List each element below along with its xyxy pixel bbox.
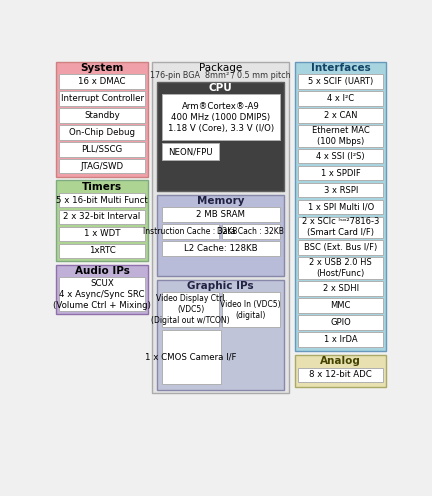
Text: Package: Package bbox=[199, 63, 242, 73]
Text: PLL/SSCG: PLL/SSCG bbox=[81, 145, 123, 154]
Text: 2 x USB 2.0 HS
(Host/Func): 2 x USB 2.0 HS (Host/Func) bbox=[309, 258, 372, 278]
Text: System: System bbox=[80, 63, 124, 73]
Bar bbox=[60, 108, 145, 123]
Bar bbox=[152, 62, 289, 393]
Bar bbox=[298, 257, 383, 279]
Text: MMC: MMC bbox=[330, 301, 351, 310]
Bar bbox=[295, 355, 387, 387]
Bar bbox=[60, 125, 145, 139]
Text: Audio IPs: Audio IPs bbox=[75, 266, 130, 276]
Text: CPU: CPU bbox=[209, 83, 232, 93]
Bar bbox=[162, 241, 280, 256]
Bar bbox=[298, 108, 383, 123]
Bar bbox=[60, 277, 145, 311]
Bar bbox=[162, 224, 219, 239]
Text: On-Chip Debug: On-Chip Debug bbox=[69, 128, 135, 137]
Text: 5 x 16-bit Multi Funct: 5 x 16-bit Multi Funct bbox=[56, 195, 148, 204]
Text: 16 x DMAC: 16 x DMAC bbox=[78, 77, 126, 86]
Bar bbox=[157, 82, 284, 191]
Bar bbox=[157, 195, 284, 276]
Text: SCUX
4 x Async/Sync SRC
(Volume Ctrl + Mixing): SCUX 4 x Async/Sync SRC (Volume Ctrl + M… bbox=[53, 279, 151, 310]
Bar bbox=[298, 281, 383, 296]
Bar bbox=[298, 298, 383, 313]
Bar bbox=[60, 210, 145, 224]
Text: 2 x SDHI: 2 x SDHI bbox=[323, 284, 359, 293]
Bar bbox=[298, 91, 383, 106]
Bar bbox=[298, 125, 383, 146]
Text: Standby: Standby bbox=[84, 111, 120, 120]
Bar bbox=[298, 149, 383, 164]
Text: 5 x SCIF (UART): 5 x SCIF (UART) bbox=[308, 77, 373, 86]
Text: 2 x CAN: 2 x CAN bbox=[324, 111, 358, 120]
Bar bbox=[162, 207, 280, 222]
Text: 4 x SSI (I²S): 4 x SSI (I²S) bbox=[316, 152, 365, 161]
Text: Memory: Memory bbox=[197, 196, 245, 206]
Text: Video In (VDC5)
(digital): Video In (VDC5) (digital) bbox=[220, 300, 281, 320]
Bar bbox=[298, 315, 383, 330]
Bar bbox=[162, 292, 219, 327]
Text: 3 x RSPI: 3 x RSPI bbox=[324, 186, 358, 194]
Bar bbox=[298, 200, 383, 214]
Text: 1 x IrDA: 1 x IrDA bbox=[324, 335, 358, 344]
Bar bbox=[298, 332, 383, 347]
Text: Ethernet MAC
(100 Mbps): Ethernet MAC (100 Mbps) bbox=[312, 125, 370, 146]
Bar bbox=[298, 183, 383, 197]
Text: 1 x SPI Multi I/O: 1 x SPI Multi I/O bbox=[308, 202, 374, 211]
Bar bbox=[60, 159, 145, 174]
Bar bbox=[157, 280, 284, 390]
Bar bbox=[295, 62, 387, 351]
Text: 1 x WDT: 1 x WDT bbox=[84, 230, 120, 239]
Bar bbox=[60, 244, 145, 258]
Bar bbox=[56, 181, 148, 261]
Text: 1xRTC: 1xRTC bbox=[89, 247, 115, 255]
Text: Instruction Cache : 32KB: Instruction Cache : 32KB bbox=[143, 227, 238, 236]
Bar bbox=[298, 217, 383, 238]
Text: 176-pin BGA  8mm² / 0.5 mm pitch: 176-pin BGA 8mm² / 0.5 mm pitch bbox=[150, 71, 291, 80]
Bar bbox=[60, 193, 145, 207]
Text: Data Cach : 32KB: Data Cach : 32KB bbox=[217, 227, 284, 236]
Bar bbox=[298, 166, 383, 181]
Bar bbox=[56, 265, 148, 314]
Bar bbox=[222, 224, 280, 239]
Text: 1 x SPDIF: 1 x SPDIF bbox=[321, 169, 361, 178]
Bar bbox=[60, 74, 145, 89]
Bar bbox=[162, 330, 221, 384]
Bar bbox=[60, 227, 145, 241]
Bar bbox=[298, 241, 383, 255]
Text: 2 x SCIc ᴵˢᵒ²7816-3
(Smart Card I/F): 2 x SCIc ᴵˢᵒ²7816-3 (Smart Card I/F) bbox=[302, 217, 379, 238]
Text: 1 x CMOS Camera I/F: 1 x CMOS Camera I/F bbox=[146, 353, 237, 362]
Bar bbox=[162, 94, 280, 140]
Text: Timers: Timers bbox=[82, 182, 122, 191]
Text: 2 x 32-bit Interval: 2 x 32-bit Interval bbox=[64, 212, 141, 222]
Bar bbox=[298, 74, 383, 89]
Text: 8 x 12-bit ADC: 8 x 12-bit ADC bbox=[309, 371, 372, 379]
Text: Video Display Ctrl
(VDC5)
(Digital out w/TCON): Video Display Ctrl (VDC5) (Digital out w… bbox=[151, 294, 230, 325]
Text: L2 Cache: 128KB: L2 Cache: 128KB bbox=[184, 244, 257, 253]
Bar bbox=[60, 91, 145, 106]
Bar bbox=[56, 62, 148, 177]
Text: 4 x I²C: 4 x I²C bbox=[327, 94, 354, 103]
Text: NEON/FPU: NEON/FPU bbox=[168, 147, 213, 156]
Bar bbox=[60, 142, 145, 157]
Text: Arm®Cortex®-A9
400 MHz (1000 DMIPS)
1.18 V (Core), 3.3 V (I/O): Arm®Cortex®-A9 400 MHz (1000 DMIPS) 1.18… bbox=[168, 102, 274, 133]
Text: JTAG/SWD: JTAG/SWD bbox=[80, 162, 124, 171]
Text: Analog: Analog bbox=[320, 356, 361, 367]
Text: 2 MB SRAM: 2 MB SRAM bbox=[196, 210, 245, 219]
Text: BSC (Ext. Bus I/F): BSC (Ext. Bus I/F) bbox=[304, 243, 378, 252]
Text: Interfaces: Interfaces bbox=[311, 63, 371, 73]
Bar bbox=[222, 292, 280, 327]
Text: Interrupt Controller: Interrupt Controller bbox=[60, 94, 143, 103]
Text: Graphic IPs: Graphic IPs bbox=[187, 281, 254, 291]
Bar bbox=[298, 368, 383, 382]
Text: GPIO: GPIO bbox=[330, 318, 351, 327]
Bar bbox=[162, 143, 219, 160]
